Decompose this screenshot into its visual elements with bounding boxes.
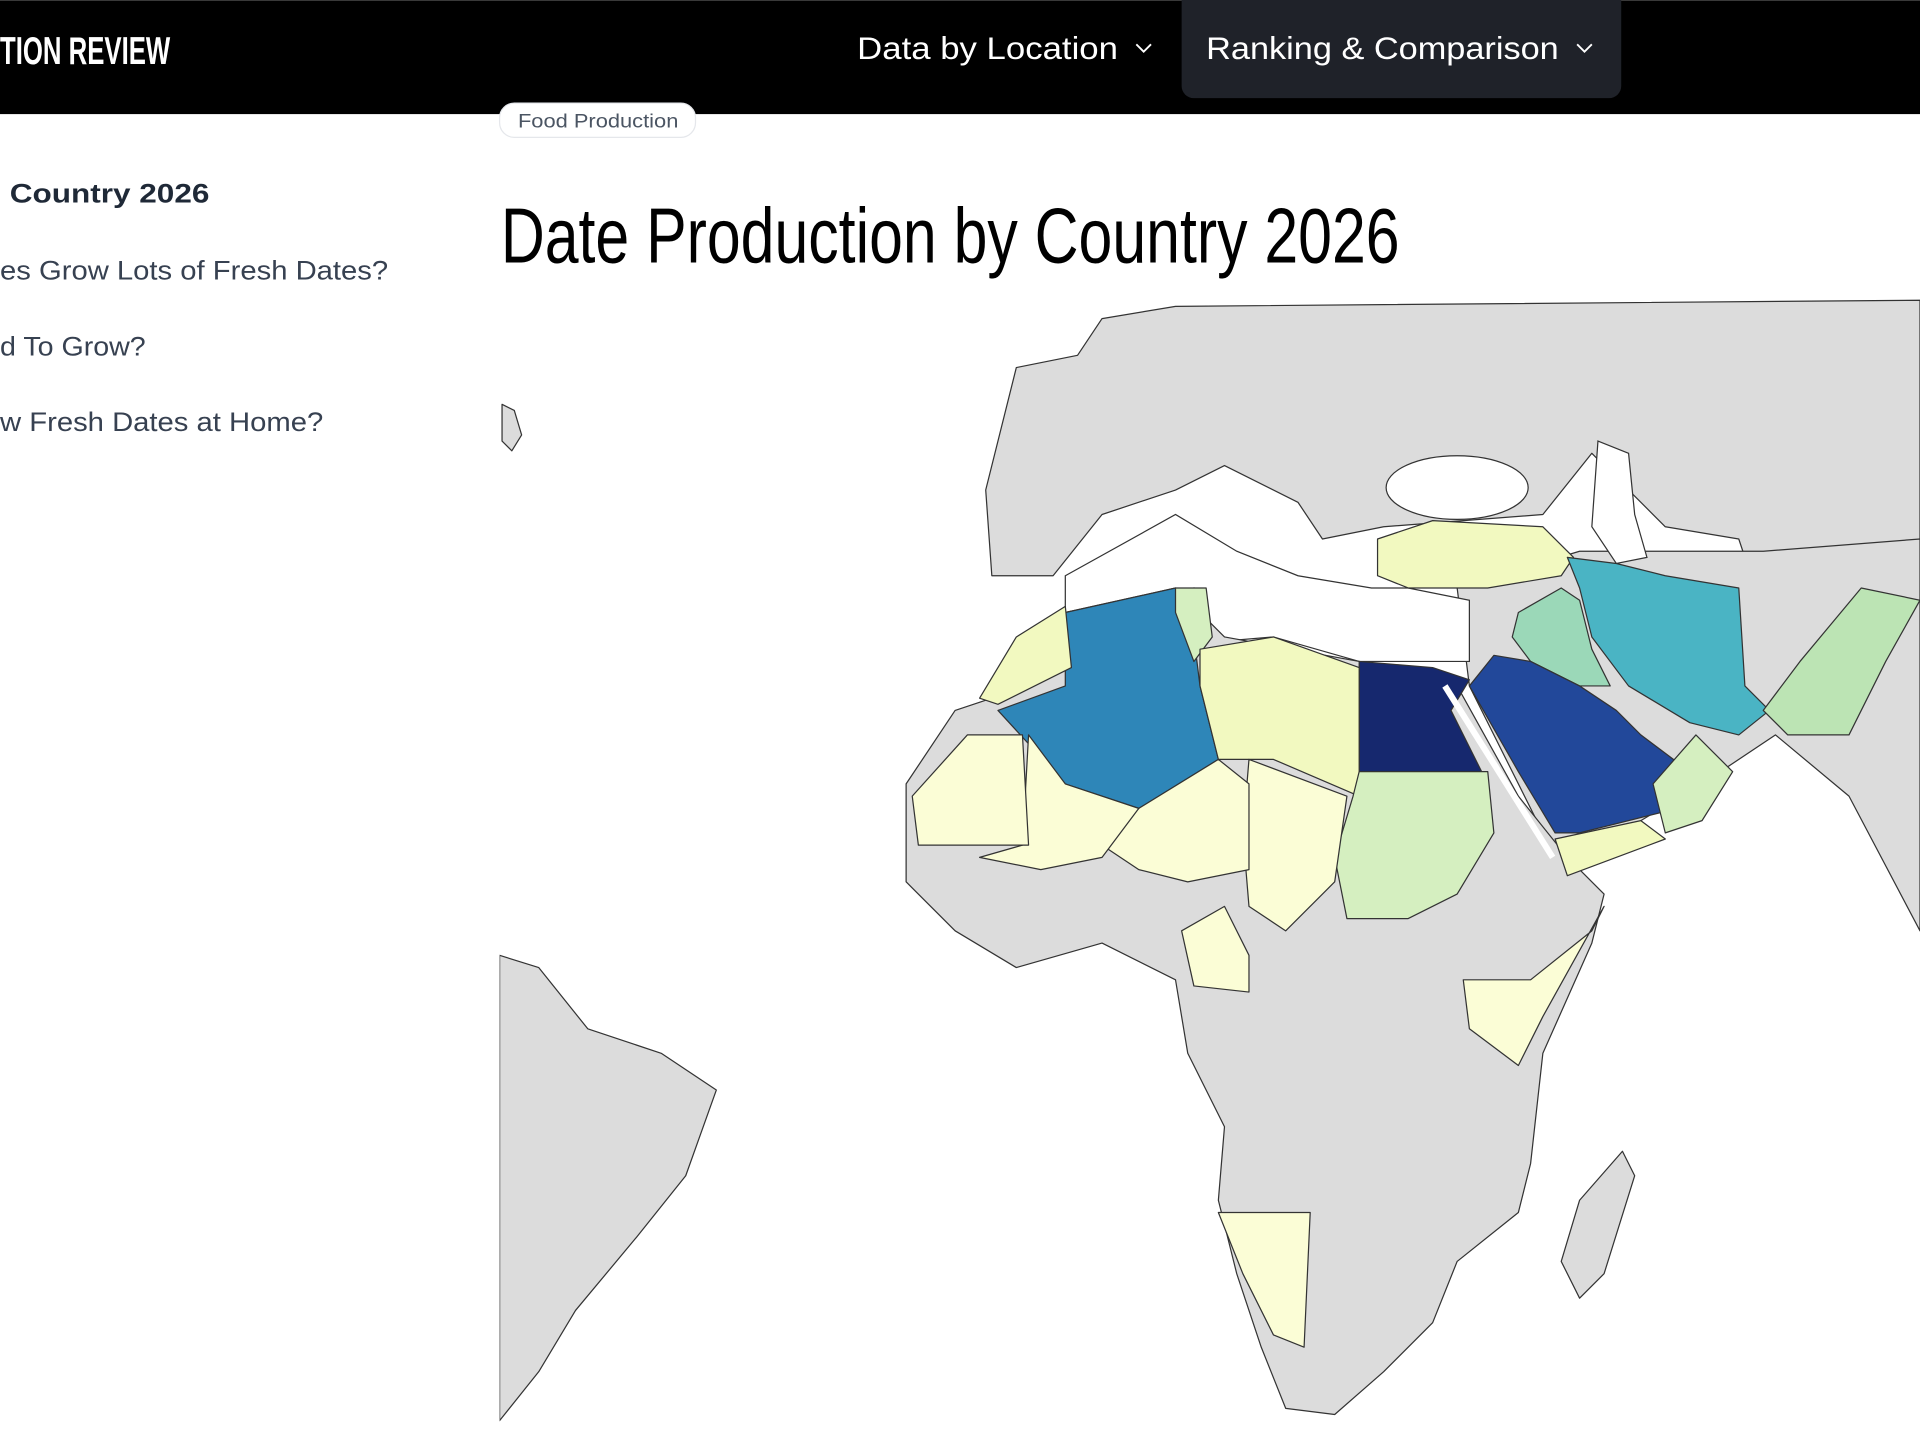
sidebar (0, 0, 500, 1438)
world-map (498, 299, 1920, 1422)
black-sea (1385, 455, 1529, 521)
mali (978, 734, 1140, 871)
south-america (498, 954, 717, 1422)
cameroon (1181, 905, 1250, 993)
somalia (1462, 905, 1605, 1067)
libya (1199, 636, 1360, 797)
morocco (978, 605, 1073, 705)
toc-item[interactable]: w Fresh Dates at Home? (0, 407, 323, 437)
turkey (1376, 520, 1575, 589)
mauritania (911, 734, 1030, 846)
island (501, 403, 523, 452)
oman (1652, 734, 1734, 834)
nav-active-bg (1181, 0, 1622, 99)
toc-item[interactable]: Country 2026 (10, 178, 210, 208)
caspian-sea (1591, 440, 1648, 565)
iraq (1511, 587, 1611, 687)
yemen (1554, 820, 1666, 877)
toc-item[interactable]: es Grow Lots of Fresh Dates? (0, 255, 388, 285)
toc-item[interactable]: d To Grow? (0, 331, 146, 361)
red-sea (1442, 684, 1556, 859)
nav-item[interactable]: Ranking & Comparison (1206, 30, 1559, 66)
sudan (1334, 771, 1495, 920)
pakistan (1762, 587, 1920, 736)
logo[interactable]: TION REVIEW (0, 30, 170, 73)
nav-item[interactable]: Data by Location (857, 30, 1118, 66)
iran (1566, 556, 1771, 736)
namibia (1217, 1211, 1311, 1348)
madagascar (1560, 1150, 1636, 1299)
saudi-arabia (1468, 654, 1691, 834)
breadcrumb[interactable]: Food Production (518, 111, 678, 133)
chevron (1135, 43, 1152, 53)
page-title: Date Production by Country 2026 (501, 191, 1400, 279)
breadcrumb-chip[interactable] (498, 102, 697, 138)
chevron (1576, 43, 1593, 53)
